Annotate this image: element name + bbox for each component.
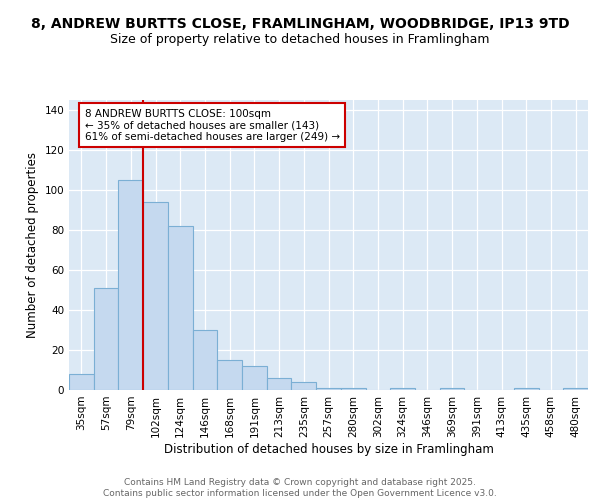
Y-axis label: Number of detached properties: Number of detached properties <box>26 152 39 338</box>
Bar <box>168 226 193 390</box>
Text: 8 ANDREW BURTTS CLOSE: 100sqm
← 35% of detached houses are smaller (143)
61% of : 8 ANDREW BURTTS CLOSE: 100sqm ← 35% of d… <box>85 108 340 142</box>
Bar <box>563 388 588 390</box>
Bar <box>514 388 539 390</box>
Bar <box>440 388 464 390</box>
X-axis label: Distribution of detached houses by size in Framlingham: Distribution of detached houses by size … <box>164 442 493 456</box>
Bar <box>193 330 217 390</box>
Bar <box>242 366 267 390</box>
Bar <box>390 388 415 390</box>
Bar <box>341 388 365 390</box>
Bar <box>94 288 118 390</box>
Bar <box>267 378 292 390</box>
Text: Contains HM Land Registry data © Crown copyright and database right 2025.
Contai: Contains HM Land Registry data © Crown c… <box>103 478 497 498</box>
Bar <box>118 180 143 390</box>
Text: Size of property relative to detached houses in Framlingham: Size of property relative to detached ho… <box>110 32 490 46</box>
Bar <box>69 374 94 390</box>
Bar <box>143 202 168 390</box>
Bar <box>292 382 316 390</box>
Bar <box>316 388 341 390</box>
Text: 8, ANDREW BURTTS CLOSE, FRAMLINGHAM, WOODBRIDGE, IP13 9TD: 8, ANDREW BURTTS CLOSE, FRAMLINGHAM, WOO… <box>31 18 569 32</box>
Bar <box>217 360 242 390</box>
